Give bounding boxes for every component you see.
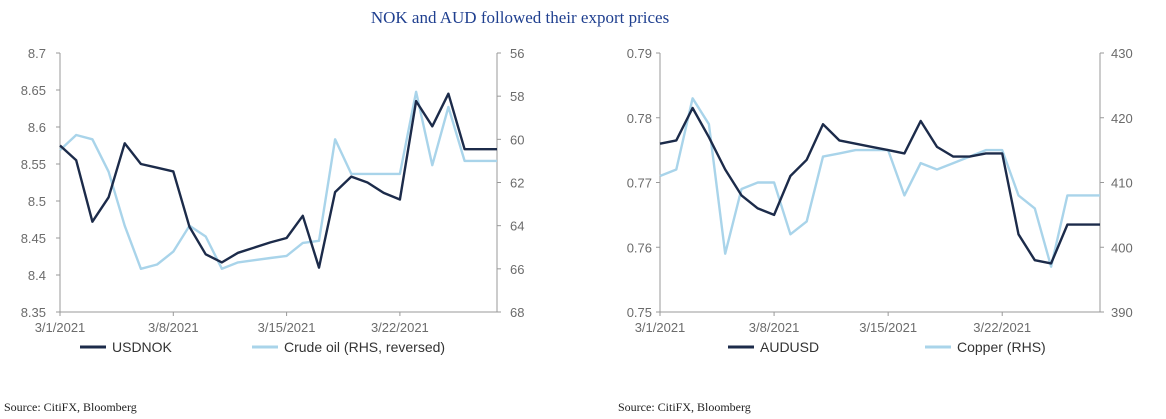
left-tick-label: 8.4	[28, 268, 46, 283]
x-tick-label: 3/8/2021	[749, 320, 800, 335]
right-tick-label: 64	[510, 219, 524, 234]
x-tick-label: 3/22/2021	[973, 320, 1031, 335]
series-line-0	[59, 92, 497, 269]
x-tick-label: 3/1/2021	[635, 320, 686, 335]
right-tick-label: 66	[510, 262, 524, 277]
right-tick-label: 68	[510, 305, 524, 320]
chart-title: NOK and AUD followed their export prices	[370, 8, 670, 27]
left-tick-label: 0.76	[627, 240, 652, 255]
right-tick-label: 58	[510, 89, 524, 104]
right-tick-label: 410	[1111, 176, 1133, 191]
right-tick-label: 56	[510, 46, 524, 61]
right-tick-label: 400	[1111, 240, 1133, 255]
usdnok-crude-chart: 8.7 8.65 8.6 8.55 8.5 8.45 8.4 8.35 56 58 60 62 64 66…	[21, 46, 525, 355]
left-tick-label: 8.35	[21, 305, 46, 320]
right-tick-label: 420	[1111, 111, 1133, 126]
x-tick-label: 3/22/2021	[371, 320, 429, 335]
left-tick-label: 0.79	[627, 46, 652, 61]
right-tick-label: 390	[1111, 305, 1133, 320]
series-line-1	[659, 97, 1100, 268]
x-tick-label: 3/15/2021	[859, 320, 917, 335]
legend-label: Copper (RHS)	[957, 339, 1046, 355]
right-tick-label: 430	[1111, 46, 1133, 61]
left-tick-label: 8.6	[28, 120, 46, 135]
series-line-0	[659, 106, 1100, 265]
series-line-1	[59, 90, 497, 270]
x-tick-label: 3/8/2021	[148, 320, 199, 335]
right-tick-label: 62	[510, 176, 524, 191]
left-tick-label: 8.7	[28, 46, 46, 61]
x-tick-label: 3/15/2021	[258, 320, 316, 335]
right-tick-label: 60	[510, 132, 524, 147]
source-note-left: Source: CitiFX, Bloomberg	[4, 400, 137, 414]
left-tick-label: 8.65	[21, 83, 46, 98]
legend-label: AUDUSD	[760, 339, 819, 355]
left-tick-label: 0.78	[627, 111, 652, 126]
left-tick-label: 8.55	[21, 157, 46, 172]
audusd-copper-chart: 0.79 0.78 0.77 0.76 0.75 430 420 410 400 390 3/1/2…	[627, 46, 1133, 355]
legend-label: Crude oil (RHS, reversed)	[284, 339, 445, 355]
left-tick-label: 0.77	[627, 176, 652, 191]
x-tick-label: 3/1/2021	[35, 320, 86, 335]
source-note-right: Source: CitiFX, Bloomberg	[618, 400, 751, 414]
left-tick-label: 8.5	[28, 194, 46, 209]
left-tick-label: 0.75	[627, 305, 652, 320]
legend-label: USDNOK	[112, 339, 173, 355]
left-tick-label: 8.45	[21, 231, 46, 246]
